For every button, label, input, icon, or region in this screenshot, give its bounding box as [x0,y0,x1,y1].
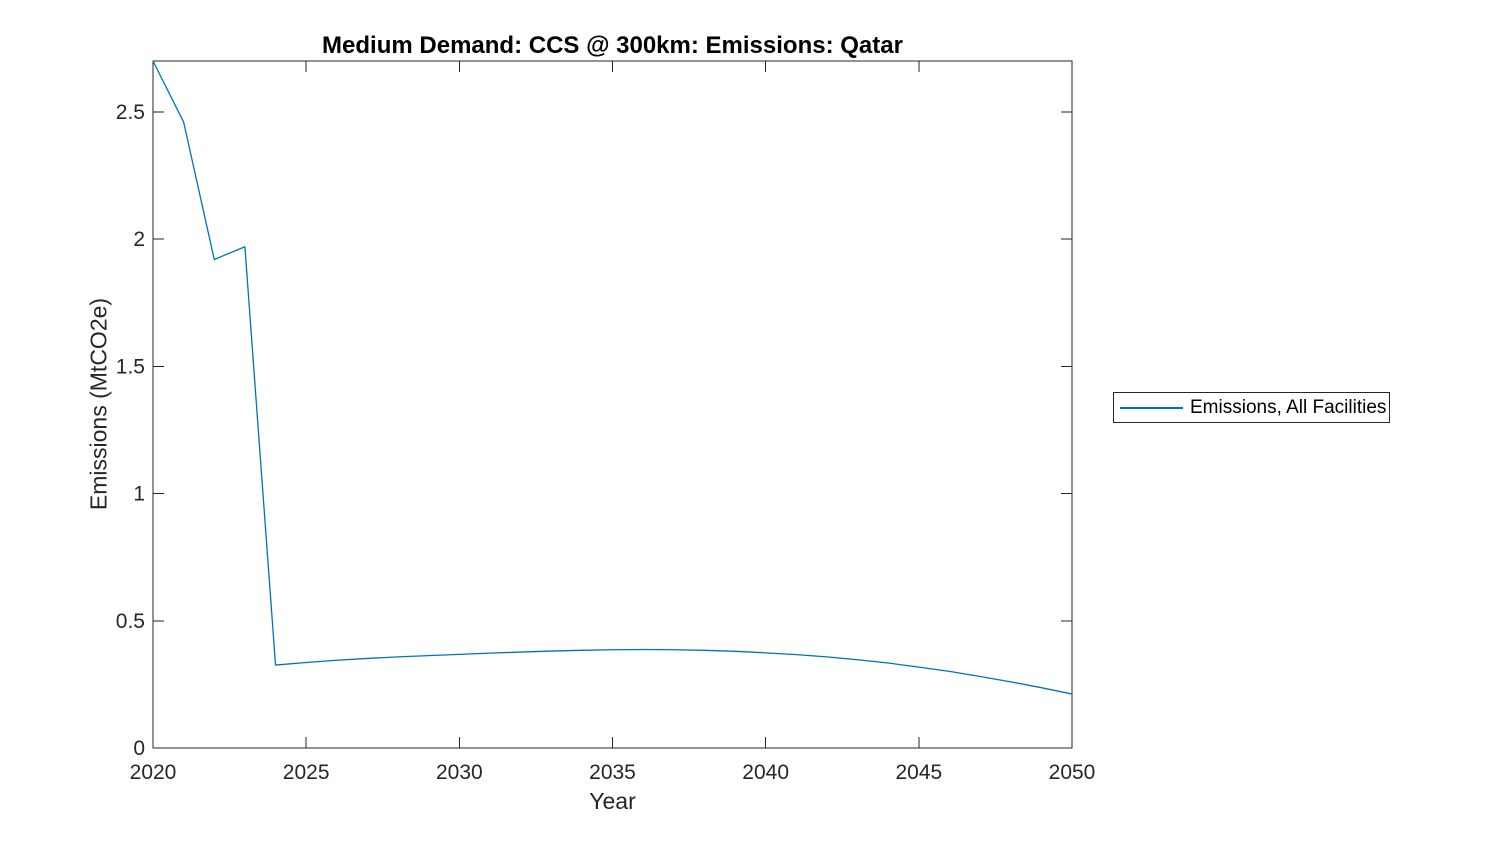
y-tick-label: 2 [133,228,145,251]
x-tick-label: 2020 [130,761,177,784]
chart-title: Medium Demand: CCS @ 300km: Emissions: Q… [322,32,903,59]
y-tick-label: 1 [133,483,145,506]
y-tick-label: 2.5 [116,101,145,124]
y-tick-label: 1.5 [116,355,145,378]
y-tick-label: 0.5 [116,610,145,633]
x-tick-label: 2035 [589,761,636,784]
x-axis-label: Year [589,788,636,814]
legend-line-sample [1120,406,1183,409]
y-tick-label: 0 [133,737,145,760]
y-axis-label: Emissions (MtCO2e) [85,297,112,511]
legend: Emissions, All Facilities [1113,392,1390,423]
x-tick-label: 2045 [895,761,942,784]
legend-label: Emissions, All Facilities [1190,396,1387,418]
x-tick-label: 2050 [1049,761,1096,784]
plot-box [152,60,1073,749]
x-tick-label: 2025 [283,761,330,784]
x-tick-label: 2030 [436,761,483,784]
emissions-line [152,60,1073,695]
x-tick-label: 2040 [742,761,789,784]
